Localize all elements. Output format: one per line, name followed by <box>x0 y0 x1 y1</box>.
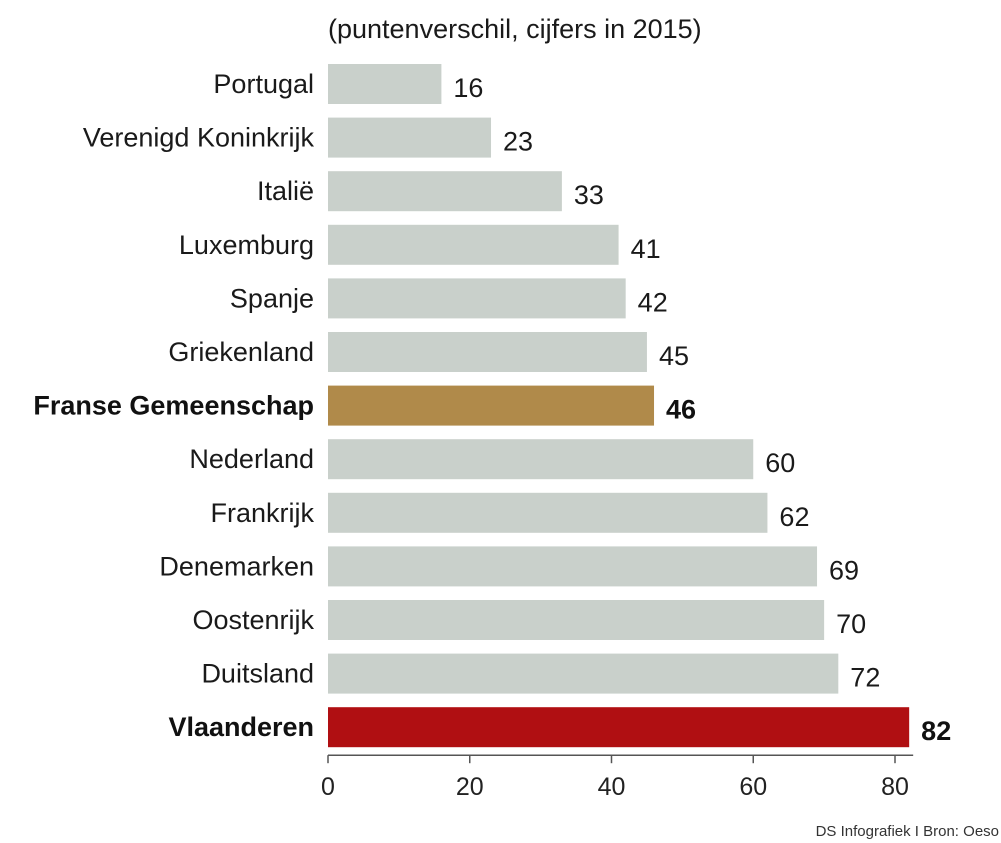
value-label-griekenland: 45 <box>659 341 689 371</box>
category-label-frankrijk: Frankrijk <box>210 498 314 528</box>
source-note: DS Infografiek I Bron: Oeso <box>816 823 999 840</box>
chart-subtitle: (puntenverschil, cijfers in 2015) <box>328 14 702 44</box>
value-label-verenigd-koninkrijk: 23 <box>503 127 533 157</box>
category-label-verenigd-koninkrijk: Verenigd Koninkrijk <box>83 123 315 153</box>
value-label-vlaanderen: 82 <box>921 716 951 746</box>
value-label-denemarken: 69 <box>829 555 859 585</box>
value-label-frankrijk: 62 <box>779 502 809 532</box>
x-tick-label-60: 60 <box>739 773 767 801</box>
value-label-portugal: 16 <box>453 73 483 103</box>
bar-spanje <box>328 278 626 319</box>
bar-vlaanderen <box>328 707 910 748</box>
bar-oostenrijk <box>328 600 825 640</box>
bar-luxemburg <box>328 224 619 265</box>
category-label-italie: Italië <box>257 176 314 206</box>
category-label-denemarken: Denemarken <box>159 551 314 581</box>
bar-verenigd-koninkrijk <box>328 117 492 158</box>
category-label-spanje: Spanje <box>230 283 314 313</box>
bar-frankrijk <box>328 492 768 533</box>
x-tick-label-80: 80 <box>881 773 909 801</box>
category-label-vlaanderen: Vlaanderen <box>168 712 314 742</box>
bar-denemarken <box>328 546 818 587</box>
value-label-italie: 33 <box>574 180 604 210</box>
value-label-duitsland: 72 <box>850 663 880 693</box>
bar-nederland <box>328 439 754 480</box>
bar-portugal <box>328 64 442 104</box>
value-label-franse-gemeenschap: 46 <box>666 395 696 425</box>
bar-griekenland <box>328 332 647 372</box>
category-label-griekenland: Griekenland <box>168 337 314 367</box>
value-label-oostenrijk: 70 <box>836 609 866 639</box>
category-label-franse-gemeenschap: Franse Gemeenschap <box>33 391 314 421</box>
x-tick-label-40: 40 <box>598 773 626 801</box>
category-label-nederland: Nederland <box>189 444 314 474</box>
bar-duitsland <box>328 653 839 694</box>
value-labels-group: 16 23 33 41 42 45 46 60 62 69 70 72 82 <box>453 73 951 746</box>
bars-group <box>328 64 910 748</box>
category-label-luxemburg: Luxemburg <box>179 230 314 260</box>
x-tick-label-20: 20 <box>456 773 484 801</box>
value-label-spanje: 42 <box>638 287 668 317</box>
value-label-nederland: 60 <box>765 448 795 478</box>
x-axis: 0 20 40 60 80 <box>321 754 914 801</box>
x-tick-label-0: 0 <box>321 773 335 801</box>
bar-italie <box>328 171 562 212</box>
category-label-portugal: Portugal <box>213 69 314 99</box>
category-label-oostenrijk: Oostenrijk <box>192 605 314 635</box>
category-labels-group: Portugal Verenigd Koninkrijk Italië Luxembu… <box>33 69 314 742</box>
bar-franse-gemeenschap <box>328 385 655 426</box>
value-label-luxemburg: 41 <box>631 234 661 264</box>
category-label-duitsland: Duitsland <box>201 659 314 689</box>
